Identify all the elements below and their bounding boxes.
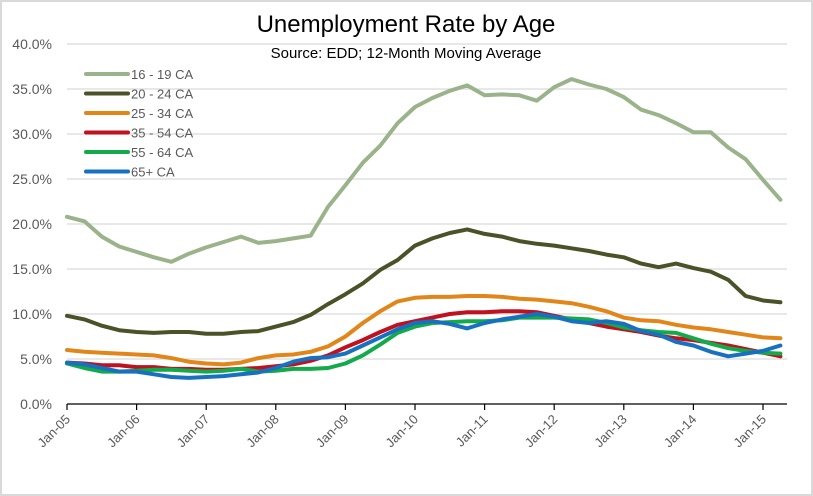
series-line-65-ca xyxy=(65,312,783,380)
x-axis: Jan-05 Jan-06 Jan-07 Jan-08 Jan-09 Jan-10 Jan-… xyxy=(34,403,787,451)
series-line-16-19-ca xyxy=(65,77,783,264)
legend-label: 35 - 54 CA xyxy=(131,126,193,141)
x-tick-label: Jan-15 xyxy=(730,412,769,451)
x-tick-label: Jan-14 xyxy=(661,412,700,451)
legend-item: 65+ CA xyxy=(84,165,175,180)
x-tick-label: Jan-05 xyxy=(34,412,73,451)
legend-label: 55 - 64 CA xyxy=(131,145,193,160)
x-tick-label: Jan-10 xyxy=(382,412,421,451)
y-tick-label: 0.0% xyxy=(20,396,52,412)
x-tick-label: Jan-08 xyxy=(243,412,282,451)
legend-label: 16 - 19 CA xyxy=(131,67,193,82)
gridlines xyxy=(67,43,787,360)
y-tick-label: 15.0% xyxy=(12,261,52,277)
y-tick-label: 35.0% xyxy=(12,81,52,97)
series-line-20-24-ca xyxy=(65,227,783,336)
x-tick-label: Jan-06 xyxy=(104,412,143,451)
legend-item: 20 - 24 CA xyxy=(84,87,193,102)
legend-label: 65+ CA xyxy=(131,165,175,180)
legend: 16 - 19 CA 20 - 24 CA 25 - 34 CA 35 - 54 CA… xyxy=(84,67,193,180)
x-tick-label: Jan-07 xyxy=(174,412,213,451)
legend-item: 16 - 19 CA xyxy=(84,67,193,82)
y-tick-label: 30.0% xyxy=(12,126,52,142)
legend-label: 25 - 34 CA xyxy=(131,106,193,121)
y-axis-ticks: 0.0% 5.0% 10.0% 15.0% 20.0% 25.0% 30.0% 35.0% 40… xyxy=(12,36,52,412)
x-tick-label: Jan-13 xyxy=(591,412,630,451)
legend-item: 35 - 54 CA xyxy=(84,126,193,141)
x-tick-label: Jan-11 xyxy=(453,412,491,450)
series-line-25-34-ca xyxy=(65,294,783,367)
legend-item: 55 - 64 CA xyxy=(84,145,193,160)
series-lines xyxy=(65,77,783,380)
y-tick-label: 5.0% xyxy=(20,351,52,367)
series-line-55-64-ca xyxy=(65,315,783,374)
x-tick-label: Jan-12 xyxy=(522,412,561,451)
chart-subtitle: Source: EDD; 12-Month Moving Average xyxy=(271,45,542,62)
legend-item: 25 - 34 CA xyxy=(84,106,193,121)
legend-label: 20 - 24 CA xyxy=(131,87,193,102)
y-tick-label: 20.0% xyxy=(12,216,52,232)
chart-title: Unemployment Rate by Age xyxy=(257,11,556,38)
x-tick-label: Jan-09 xyxy=(313,412,352,451)
y-tick-label: 10.0% xyxy=(12,306,52,322)
y-tick-label: 25.0% xyxy=(12,171,52,187)
y-tick-label: 40.0% xyxy=(12,36,52,52)
